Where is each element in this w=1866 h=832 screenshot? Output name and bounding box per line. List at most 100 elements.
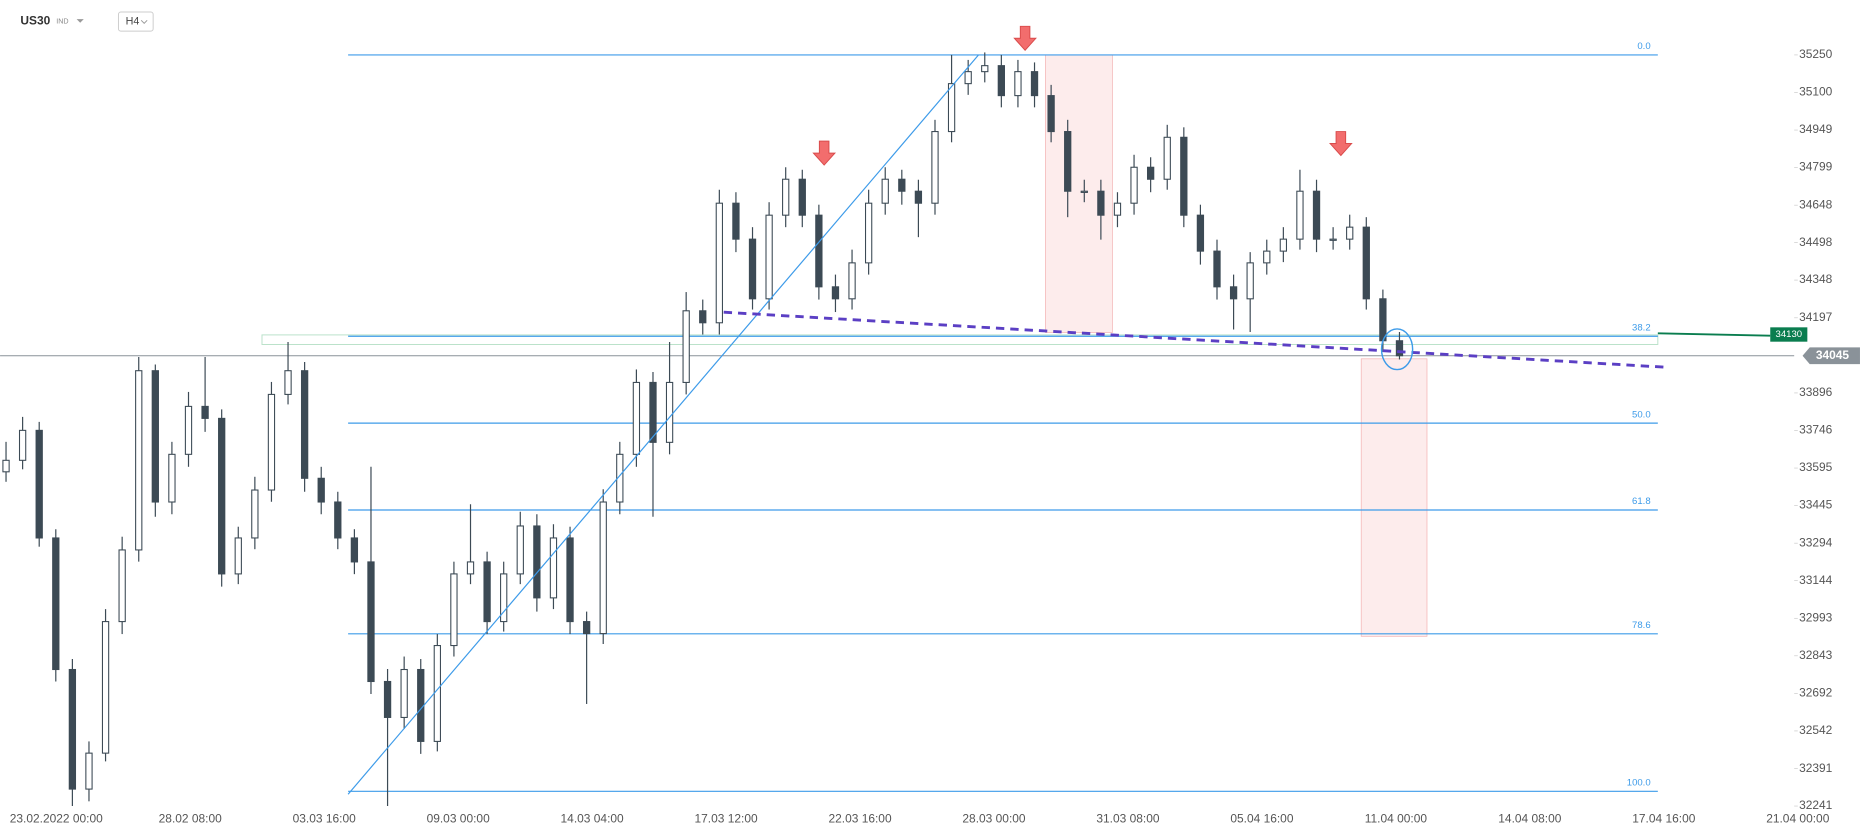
- arrows: [812, 25, 1353, 166]
- y-tick-label: 32843: [1799, 648, 1833, 662]
- candle-body: [101, 621, 110, 754]
- y-tick-label: 34799: [1799, 160, 1833, 174]
- y-tick-label: 33144: [1799, 573, 1833, 587]
- symbol[interactable]: US30: [20, 14, 50, 28]
- y-tick-label: 32993: [1799, 610, 1833, 624]
- candle-body: [1014, 71, 1022, 97]
- candle-body: [997, 65, 1005, 97]
- fib-label: 50.0: [1632, 409, 1651, 420]
- candle-body: [1379, 298, 1387, 342]
- candle-body: [1130, 166, 1138, 204]
- x-tick-label: 14.03 04:00: [561, 811, 624, 825]
- dropdown-caret[interactable]: [140, 19, 148, 25]
- y-tick-label: 34197: [1799, 310, 1833, 324]
- interval: H4: [126, 15, 140, 27]
- candle-body: [682, 310, 690, 383]
- x-tick-label: 17.04 16:00: [1632, 811, 1695, 825]
- candle-body: [881, 178, 889, 204]
- candle-body: [1329, 238, 1337, 241]
- y-tick-label: 34498: [1799, 235, 1833, 249]
- candle-body: [334, 501, 342, 539]
- candle-body: [35, 429, 43, 539]
- x-tick-label: 05.04 16:00: [1230, 811, 1293, 825]
- candle-body: [898, 178, 906, 192]
- candle-body: [931, 131, 939, 204]
- fib-label: 38.2: [1632, 322, 1651, 333]
- candle-body: [1296, 190, 1304, 240]
- x-tick-label: 22.03 16:00: [828, 811, 891, 825]
- x-tick-label: 11.04 00:00: [1365, 811, 1428, 825]
- y-tick-label: 34949: [1799, 122, 1833, 136]
- candle-body: [184, 405, 193, 455]
- y-tick-label: 33595: [1799, 460, 1833, 474]
- candle-body: [748, 238, 757, 300]
- candle-body: [234, 537, 242, 575]
- candle-body: [2, 459, 10, 473]
- candle-body: [466, 561, 475, 575]
- x-tick-label: 23.02.2022 00:00: [10, 811, 103, 825]
- dropdown-caret[interactable]: [76, 19, 84, 23]
- candle-body: [765, 214, 773, 300]
- y-tick-label: 34348: [1799, 272, 1833, 286]
- candle-body: [1263, 250, 1271, 264]
- candle-body: [1064, 131, 1072, 192]
- candle-body: [1246, 262, 1254, 300]
- candle-body: [18, 429, 27, 461]
- candle-body: [616, 453, 624, 503]
- candle-body: [1312, 190, 1321, 240]
- candle-body: [383, 680, 392, 718]
- highlight-circle: [1380, 328, 1414, 371]
- candle-body: [649, 381, 657, 443]
- y-tick-label: 33445: [1799, 498, 1833, 512]
- x-tick-label: 17.03 12:00: [694, 811, 757, 825]
- candle-body: [1113, 202, 1122, 216]
- zone-box: [261, 334, 1659, 345]
- y-tick-label: 32241: [1799, 798, 1833, 812]
- fib-label: 78.6: [1632, 620, 1651, 631]
- x-tick-label: 09.03 00:00: [427, 811, 490, 825]
- y-tick-label: 34648: [1799, 197, 1833, 211]
- fib-label: 0.0: [1637, 41, 1650, 52]
- candle-body: [864, 202, 873, 264]
- candle-body: [483, 561, 491, 623]
- candle-body: [1030, 71, 1039, 97]
- y-tick-label: 32692: [1799, 686, 1833, 700]
- y-tick-label: 35250: [1799, 47, 1833, 61]
- candle-body: [68, 668, 77, 790]
- candle-body: [1146, 166, 1155, 180]
- plot-area: 35250 35100 34949 34799 34648 34498 34348 34197…: [0, 41, 1860, 825]
- candle-body: [1279, 238, 1288, 252]
- candle-body: [1163, 136, 1171, 180]
- candle-body: [367, 561, 375, 683]
- candle-body: [582, 621, 591, 635]
- y-tick-label: 35100: [1799, 85, 1833, 99]
- candle-body: [52, 537, 60, 671]
- candle-body: [500, 573, 508, 623]
- interval-button[interactable]: [117, 11, 154, 32]
- candle-body: [964, 71, 972, 85]
- candle-body: [151, 370, 159, 503]
- candle-body: [981, 65, 989, 73]
- y-tick-label: 32391: [1799, 761, 1833, 775]
- market: IND: [56, 17, 68, 25]
- candle-body: [1229, 286, 1238, 300]
- candle-body: [350, 537, 359, 563]
- candle-body: [732, 202, 740, 240]
- down-arrow: [1013, 25, 1037, 51]
- candle-body: [450, 573, 458, 647]
- last-price-label: 34045: [1816, 348, 1850, 362]
- fib-label: 61.8: [1632, 496, 1651, 507]
- candle-body: [1047, 95, 1055, 133]
- candle-body: [118, 549, 126, 623]
- candle-body: [815, 214, 823, 288]
- candle-body: [947, 83, 956, 133]
- candle-body: [400, 668, 408, 718]
- x-tick-label: 14.04 08:00: [1498, 811, 1561, 825]
- candle-body: [300, 370, 309, 479]
- last-price-badge: [1802, 347, 1860, 365]
- fib-label: 100.0: [1627, 777, 1651, 788]
- candle-body: [201, 405, 209, 419]
- candle-body: [665, 381, 674, 443]
- x-tick-label: 28.03 00:00: [962, 811, 1025, 825]
